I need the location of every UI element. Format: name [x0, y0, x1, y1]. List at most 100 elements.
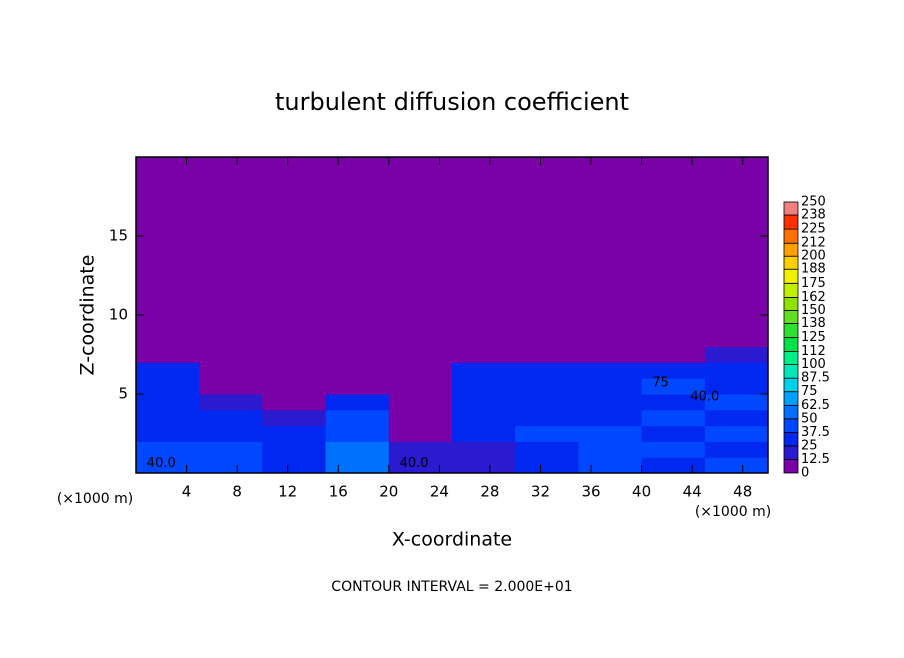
- colorbar-label: 25: [801, 438, 818, 453]
- colorbar-band: [783, 445, 799, 460]
- y-tick-label: 10: [109, 306, 128, 324]
- colorbar-label: 75: [801, 384, 818, 399]
- heat-cell: [578, 362, 643, 379]
- colorbar-label: 188: [801, 262, 826, 277]
- x-tick-label: 12: [278, 483, 297, 501]
- x-tick-label: 32: [531, 483, 550, 501]
- colorbar-band: [783, 268, 799, 284]
- y-tick-label: 15: [109, 227, 128, 245]
- heat-cell: [199, 425, 263, 442]
- colorbar-band: [783, 431, 799, 447]
- x-tick-label: 4: [182, 483, 192, 501]
- heat-cell: [262, 409, 327, 427]
- heat-cell: [578, 425, 643, 442]
- heat-cell: [578, 346, 643, 363]
- colorbar-band: [783, 351, 799, 366]
- heat-cell: [641, 157, 706, 348]
- colorbar-band: [783, 201, 799, 216]
- heat-cell: [704, 157, 769, 348]
- y-axis-label: Z-coordinate: [77, 255, 99, 376]
- x-tick-label: 28: [480, 483, 499, 501]
- x-tick-label: 20: [379, 483, 398, 501]
- heat-cell: [136, 346, 200, 363]
- colorbar-label: 0: [801, 466, 809, 481]
- colorbar-band: [783, 255, 799, 270]
- heat-cell: [452, 346, 516, 363]
- heat-cell: [136, 378, 200, 395]
- heat-cell: [262, 378, 327, 395]
- heat-cell: [199, 394, 263, 411]
- heat-cell: [578, 378, 643, 395]
- heat-cell: [704, 409, 769, 427]
- heat-cell: [388, 425, 453, 442]
- contour-label: 40.0: [400, 456, 429, 471]
- heat-cell: [641, 362, 706, 379]
- heat-cell: [325, 378, 390, 395]
- colorbar-band: [783, 296, 799, 311]
- colorbar-band: [783, 214, 799, 230]
- heat-cell: [388, 409, 453, 427]
- colorbar-label: 162: [801, 290, 826, 305]
- colorbar-label: 12.5: [801, 452, 830, 467]
- colorbar-band: [783, 364, 799, 379]
- heat-cell: [452, 362, 516, 379]
- heat-cell: [641, 409, 706, 427]
- colorbar-label: 250: [801, 195, 826, 210]
- x-tick-label: 16: [329, 483, 348, 501]
- x-tick-label: 36: [581, 483, 600, 501]
- heat-cell: [452, 409, 516, 427]
- heat-cell: [199, 362, 263, 379]
- heat-cell: [704, 362, 769, 379]
- colorbar-band: [783, 282, 799, 298]
- heat-cell: [136, 409, 200, 427]
- x-tick-label: 24: [430, 483, 449, 501]
- x-tick-label: 44: [683, 483, 702, 501]
- heat-cell: [641, 394, 706, 411]
- heat-cell: [262, 157, 327, 348]
- x-unit-right: (×1000 m): [695, 504, 771, 520]
- colorbar-label: 238: [801, 208, 826, 223]
- heat-cell: [136, 441, 200, 458]
- heat-cell: [515, 441, 579, 458]
- heat-cell: [515, 425, 579, 442]
- heat-cell: [704, 441, 769, 458]
- heat-cell: [199, 457, 263, 474]
- heat-cell: [452, 378, 516, 395]
- heat-cell: [578, 157, 643, 348]
- contour-label: 40.0: [147, 456, 176, 471]
- heat-cell: [578, 409, 643, 427]
- heat-cell: [452, 441, 516, 458]
- heat-cell: [136, 362, 200, 379]
- colorbar-band: [783, 377, 799, 393]
- colorbar-label: 200: [801, 249, 826, 264]
- y-tick-label: 5: [118, 385, 128, 403]
- heat-cell: [452, 425, 516, 442]
- x-tick-label: 40: [632, 483, 651, 501]
- heat-cell: [199, 157, 263, 348]
- heat-cell: [704, 425, 769, 442]
- colorbar-band: [783, 337, 799, 352]
- heat-cell: [325, 457, 390, 474]
- heat-cell: [388, 394, 453, 411]
- heat-cell: [136, 394, 200, 411]
- colorbar-band: [783, 459, 799, 474]
- heat-cell: [641, 425, 706, 442]
- colorbar-band: [783, 404, 799, 420]
- heat-cell: [325, 394, 390, 411]
- heat-cell: [641, 441, 706, 458]
- heat-cell: [452, 157, 516, 348]
- x-tick-label: 8: [232, 483, 242, 501]
- heat-cell: [704, 378, 769, 395]
- colorbar-band: [783, 309, 799, 324]
- heat-cell: [641, 457, 706, 474]
- heat-cell: [325, 409, 390, 427]
- heat-cell: [388, 157, 453, 348]
- heat-cell: [388, 362, 453, 379]
- colorbar-label: 212: [801, 236, 826, 251]
- colorbar-label: 225: [801, 222, 826, 237]
- heat-cell: [325, 157, 390, 348]
- x-axis-label: X-coordinate: [392, 529, 512, 551]
- heat-cell: [515, 409, 579, 427]
- heat-cell: [262, 362, 327, 379]
